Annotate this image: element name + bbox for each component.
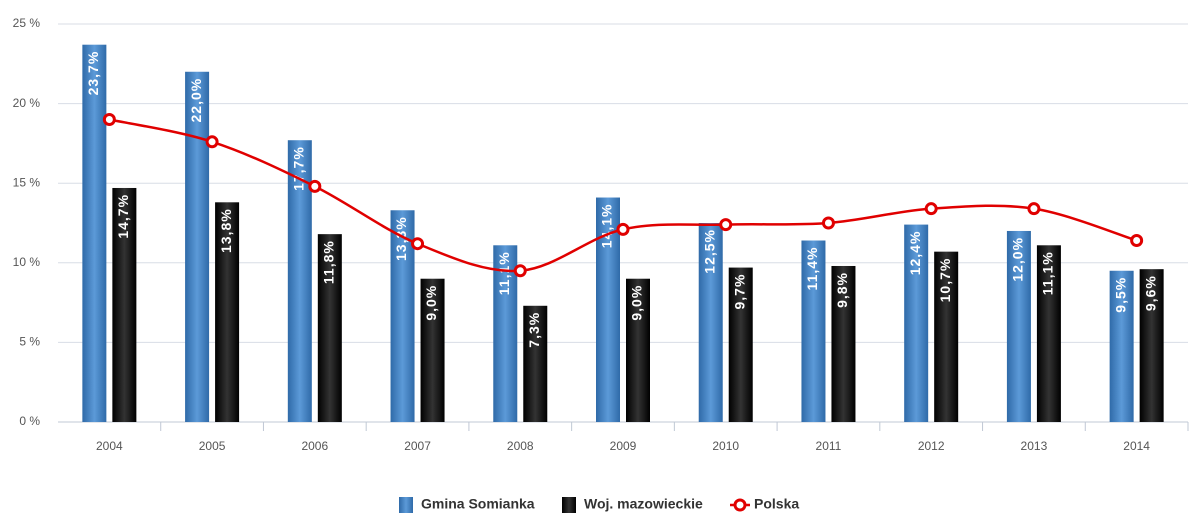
data-label: 9,6% [1142,275,1158,311]
bar [523,305,548,422]
bar [317,234,342,422]
x-tick-label: 2007 [404,439,431,453]
bar [801,240,826,422]
line-marker [205,135,219,149]
legend-symbol [399,497,413,513]
line-marker [411,237,425,251]
bar [1139,269,1164,422]
y-tick-label: 5 % [19,335,40,349]
bar [934,251,959,422]
line-marker [924,202,938,216]
y-tick-label: 25 % [13,16,41,30]
data-label: 11,1% [496,251,512,295]
x-tick-label: 2011 [816,439,842,453]
data-label: 14,7% [115,194,131,239]
bar [420,278,445,422]
legend-label: Polska [754,496,799,512]
y-tick-label: 15 % [13,175,41,189]
line-marker [821,216,835,230]
x-tick-label: 2008 [507,439,534,453]
bar [112,187,137,422]
bar [1109,270,1134,422]
data-label: 9,0% [629,285,645,321]
data-label: 12,0% [1010,237,1026,282]
data-label: 9,0% [423,285,439,321]
bar [1036,245,1061,422]
bar [215,202,240,422]
data-label: 13,8% [218,208,234,253]
bar [185,71,210,422]
y-tick-label: 10 % [13,255,41,269]
legend-symbol [562,497,576,513]
bar [626,278,650,422]
line-marker [1027,202,1041,216]
data-label: 11,8% [321,240,337,284]
data-label: 17,7% [291,146,307,191]
line-marker [513,264,527,278]
y-tick-label: 0 % [19,414,40,428]
data-label: 7,3% [526,312,542,348]
x-tick-label: 2014 [1123,439,1150,453]
line-marker [616,222,630,236]
bar [287,140,312,422]
bar [390,210,415,422]
line-marker [1130,234,1144,248]
bar [728,267,753,422]
data-label: 12,4% [907,231,923,276]
legend-label: Gmina Somianka [421,496,535,512]
data-label: 13,3% [393,216,409,261]
bar [1006,230,1031,422]
bar [698,223,723,422]
x-tick-label: 2013 [1021,439,1048,453]
x-tick-label: 2012 [918,439,945,453]
x-tick-label: 2006 [301,439,328,453]
data-label: 11,4% [804,247,820,291]
data-label: 10,7% [937,258,953,303]
legend-label: Woj. mazowieckie [584,496,703,512]
y-tick-label: 20 % [13,96,41,110]
bar [493,245,518,422]
data-label: 11,1% [1040,251,1056,295]
data-label: 23,7% [85,51,101,96]
line-marker [719,218,733,232]
bar [904,224,929,422]
x-tick-label: 2009 [610,439,637,453]
bar [831,265,856,422]
data-label: 9,5% [1112,277,1128,313]
data-label: 22,0% [188,78,204,123]
legend-symbol [733,498,747,512]
data-label: 9,7% [731,274,747,310]
data-label: 14,1% [599,204,615,249]
x-tick-label: 2010 [712,439,739,453]
line [109,118,1138,273]
data-label: 9,8% [834,272,850,308]
bar [82,44,107,423]
line-marker [308,179,322,193]
x-tick-label: 2004 [96,439,123,453]
data-label: 12,5% [701,229,717,274]
x-tick-label: 2005 [199,439,226,453]
line-marker [102,113,116,127]
